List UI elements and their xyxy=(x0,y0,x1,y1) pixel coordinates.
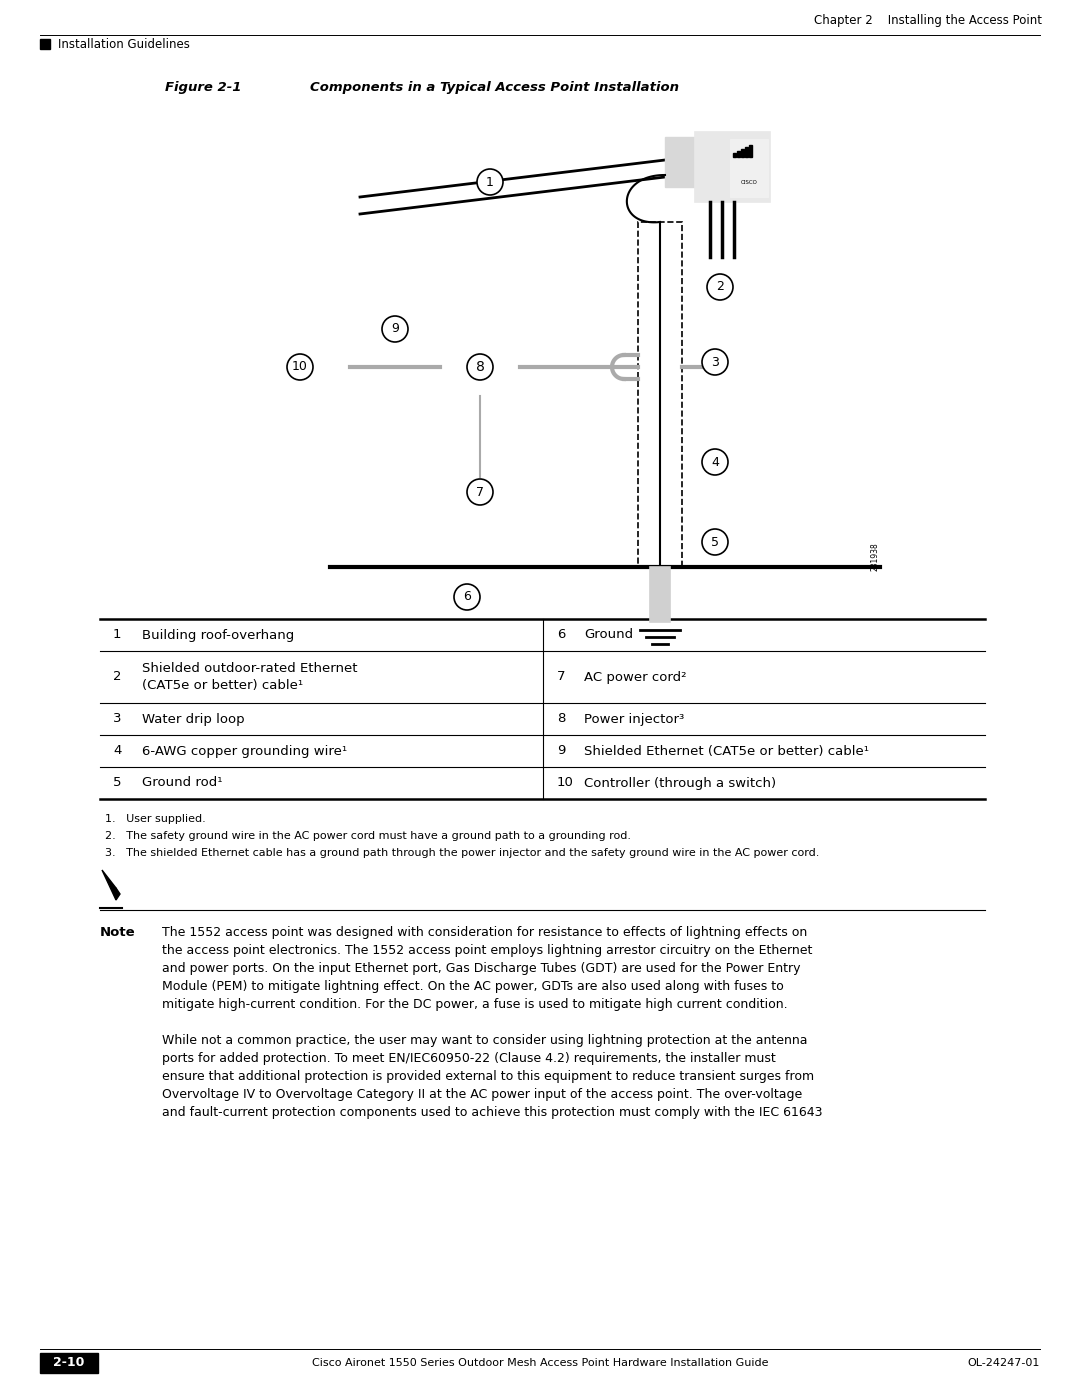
Circle shape xyxy=(707,274,733,300)
Bar xyxy=(730,138,768,197)
Text: 2.   The safety ground wire in the AC power cord must have a ground path to a gr: 2. The safety ground wire in the AC powe… xyxy=(105,831,631,841)
Bar xyxy=(40,1354,98,1373)
Text: Power injector³: Power injector³ xyxy=(584,712,685,725)
Text: 2: 2 xyxy=(113,671,121,683)
Text: CISCO: CISCO xyxy=(741,179,757,184)
Text: 1: 1 xyxy=(486,176,494,189)
Circle shape xyxy=(702,529,728,555)
Circle shape xyxy=(382,316,408,342)
Text: OL-24247-01: OL-24247-01 xyxy=(968,1358,1040,1368)
Bar xyxy=(696,131,770,203)
Text: 7: 7 xyxy=(476,486,484,499)
Bar xyxy=(745,147,747,156)
Text: 4: 4 xyxy=(113,745,121,757)
Circle shape xyxy=(454,584,480,610)
Circle shape xyxy=(702,349,728,374)
Text: Cisco Aironet 1550 Series Outdoor Mesh Access Point Hardware Installation Guide: Cisco Aironet 1550 Series Outdoor Mesh A… xyxy=(312,1358,768,1368)
Circle shape xyxy=(477,169,503,196)
Text: 2: 2 xyxy=(716,281,724,293)
Bar xyxy=(249,338,350,395)
Text: 10: 10 xyxy=(557,777,573,789)
Text: The 1552 access point was designed with consideration for resistance to effects : The 1552 access point was designed with … xyxy=(162,926,812,1011)
Text: Shielded outdoor-rated Ethernet
(CAT5e or better) cable¹: Shielded outdoor-rated Ethernet (CAT5e o… xyxy=(141,662,357,692)
Text: Water drip loop: Water drip loop xyxy=(141,712,245,725)
Text: 10: 10 xyxy=(292,360,308,373)
Text: 7: 7 xyxy=(557,671,566,683)
Circle shape xyxy=(287,353,313,380)
Bar xyxy=(638,222,681,567)
Bar xyxy=(741,149,743,156)
Circle shape xyxy=(467,479,492,504)
Text: Note: Note xyxy=(100,926,136,939)
Bar xyxy=(440,338,519,395)
Text: Building roof-overhang: Building roof-overhang xyxy=(141,629,294,641)
Bar xyxy=(665,137,696,187)
Circle shape xyxy=(467,353,492,380)
Text: Controller (through a switch): Controller (through a switch) xyxy=(584,777,777,789)
Bar xyxy=(40,39,50,49)
Text: 281938: 281938 xyxy=(870,542,879,571)
Text: AC power cord²: AC power cord² xyxy=(584,671,687,683)
Circle shape xyxy=(702,448,728,475)
Text: 3.   The shielded Ethernet cable has a ground path through the power injector an: 3. The shielded Ethernet cable has a gro… xyxy=(105,848,820,858)
Text: 9: 9 xyxy=(391,323,399,335)
Text: Figure 2-1: Figure 2-1 xyxy=(165,81,242,94)
Text: 8: 8 xyxy=(557,712,565,725)
Text: 6: 6 xyxy=(557,629,565,641)
Text: 8: 8 xyxy=(475,360,485,374)
Text: 3: 3 xyxy=(711,355,719,369)
Text: Installation Guidelines: Installation Guidelines xyxy=(58,38,190,50)
Text: Shielded Ethernet (CAT5e or better) cable¹: Shielded Ethernet (CAT5e or better) cabl… xyxy=(584,745,869,757)
Text: Chapter 2    Installing the Access Point: Chapter 2 Installing the Access Point xyxy=(814,14,1042,27)
Text: 2-10: 2-10 xyxy=(53,1356,84,1369)
Text: 1: 1 xyxy=(113,629,121,641)
Bar xyxy=(750,145,752,156)
Text: 5: 5 xyxy=(113,777,121,789)
Bar xyxy=(737,151,740,156)
Bar xyxy=(650,567,670,622)
Text: 9: 9 xyxy=(557,745,565,757)
Text: Ground rod¹: Ground rod¹ xyxy=(141,777,222,789)
Text: 4: 4 xyxy=(711,455,719,468)
Text: 6-AWG copper grounding wire¹: 6-AWG copper grounding wire¹ xyxy=(141,745,347,757)
Text: While not a common practice, the user may want to consider using lightning prote: While not a common practice, the user ma… xyxy=(162,1034,823,1119)
Text: 6: 6 xyxy=(463,591,471,604)
Text: Ground: Ground xyxy=(584,629,633,641)
Text: 5: 5 xyxy=(711,535,719,549)
Polygon shape xyxy=(116,888,120,900)
Text: Components in a Typical Access Point Installation: Components in a Typical Access Point Ins… xyxy=(310,81,679,94)
Text: 3: 3 xyxy=(113,712,121,725)
Bar xyxy=(733,154,735,156)
Text: 1.   User supplied.: 1. User supplied. xyxy=(105,814,206,824)
Polygon shape xyxy=(102,870,116,900)
